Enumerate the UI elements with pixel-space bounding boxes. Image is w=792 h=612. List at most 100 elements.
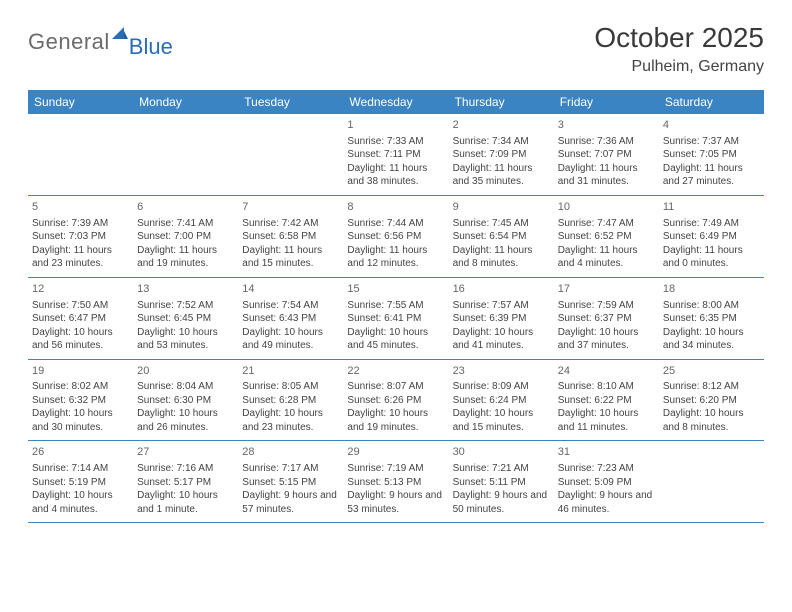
sunset-text: Sunset: 7:05 PM [663,148,760,162]
day-number: 2 [453,118,550,133]
sunrise-text: Sunrise: 7:16 AM [137,462,234,476]
sunset-text: Sunset: 6:22 PM [558,394,655,408]
calendar-cell: 18 Sunrise: 8:00 AMSunset: 6:35 PMDayligh… [659,278,764,359]
sunset-text: Sunset: 6:24 PM [453,394,550,408]
sunset-text: Sunset: 6:35 PM [663,312,760,326]
sunset-text: Sunset: 6:49 PM [663,230,760,244]
calendar-week-row: 19Sunrise: 8:02 AMSunset: 6:32 PMDayligh… [28,360,764,442]
day-header-cell: Monday [133,90,238,114]
calendar-cell: 19Sunrise: 8:02 AMSunset: 6:32 PMDayligh… [28,360,133,441]
day-number: 23 [453,364,550,379]
calendar-cell-empty [28,114,133,195]
calendar-cell: 22Sunrise: 8:07 AMSunset: 6:26 PMDayligh… [343,360,448,441]
sunset-text: Sunset: 6:52 PM [558,230,655,244]
daylight-text: Daylight: 10 hours and 4 minutes. [32,489,129,516]
sunset-text: Sunset: 6:37 PM [558,312,655,326]
daylight-text: Daylight: 11 hours and 12 minutes. [347,244,444,271]
day-number: 24 [558,364,655,379]
sunrise-text: Sunrise: 7:55 AM [347,299,444,313]
day-number: 10 [558,200,655,215]
daylight-text: Daylight: 10 hours and 34 minutes. [663,326,760,353]
sunset-text: Sunset: 6:26 PM [347,394,444,408]
calendar-cell: 3Sunrise: 7:36 AMSunset: 7:07 PMDaylight… [554,114,659,195]
daylight-text: Daylight: 10 hours and 1 minute. [137,489,234,516]
day-number: 17 [558,282,655,297]
calendar-cell: 20Sunrise: 8:04 AMSunset: 6:30 PMDayligh… [133,360,238,441]
logo-blue-wrap: Blue [110,26,173,58]
calendar-week-row: 12Sunrise: 7:50 AMSunset: 6:47 PMDayligh… [28,278,764,360]
sunset-text: Sunset: 6:45 PM [137,312,234,326]
calendar-cell: 15Sunrise: 7:55 AMSunset: 6:41 PMDayligh… [343,278,448,359]
daylight-text: Daylight: 11 hours and 0 minutes. [663,244,760,271]
sunrise-text: Sunrise: 7:21 AM [453,462,550,476]
sunrise-text: Sunrise: 7:36 AM [558,135,655,149]
calendar-cell: 4Sunrise: 7:37 AMSunset: 7:05 PMDaylight… [659,114,764,195]
day-number: 22 [347,364,444,379]
daylight-text: Daylight: 9 hours and 46 minutes. [558,489,655,516]
calendar-cell: 29Sunrise: 7:19 AMSunset: 5:13 PMDayligh… [343,441,448,522]
header: General Blue October 2025 Pulheim, Germa… [28,22,764,76]
title-block: October 2025 Pulheim, Germany [594,22,764,76]
calendar-cell: 30Sunrise: 7:21 AMSunset: 5:11 PMDayligh… [449,441,554,522]
sunset-text: Sunset: 5:19 PM [32,476,129,490]
daylight-text: Daylight: 11 hours and 8 minutes. [453,244,550,271]
day-number: 18 [663,282,760,297]
day-number: 14 [242,282,339,297]
day-number: 11 [663,200,760,215]
sunset-text: Sunset: 7:00 PM [137,230,234,244]
sunrise-text: Sunrise: 8:10 AM [558,380,655,394]
calendar-week-row: 1Sunrise: 7:33 AMSunset: 7:11 PMDaylight… [28,114,764,196]
sunset-text: Sunset: 7:03 PM [32,230,129,244]
day-number: 15 [347,282,444,297]
daylight-text: Daylight: 11 hours and 4 minutes. [558,244,655,271]
day-header-cell: Thursday [449,90,554,114]
day-number: 27 [137,445,234,460]
daylight-text: Daylight: 11 hours and 31 minutes. [558,162,655,189]
calendar-cell-empty [238,114,343,195]
daylight-text: Daylight: 11 hours and 38 minutes. [347,162,444,189]
sunrise-text: Sunrise: 7:52 AM [137,299,234,313]
sunrise-text: Sunrise: 7:41 AM [137,217,234,231]
sunset-text: Sunset: 6:30 PM [137,394,234,408]
day-number: 28 [242,445,339,460]
sunset-text: Sunset: 6:28 PM [242,394,339,408]
sunset-text: Sunset: 6:54 PM [453,230,550,244]
sunset-text: Sunset: 7:07 PM [558,148,655,162]
day-number: 29 [347,445,444,460]
day-number: 12 [32,282,129,297]
sunrise-text: Sunrise: 8:05 AM [242,380,339,394]
title-location: Pulheim, Germany [594,58,764,76]
day-header-cell: Tuesday [238,90,343,114]
sunrise-text: Sunrise: 7:45 AM [453,217,550,231]
calendar-cell: 10Sunrise: 7:47 AMSunset: 6:52 PMDayligh… [554,196,659,277]
sunrise-text: Sunrise: 8:00 AM [663,299,760,313]
calendar-week-row: 26Sunrise: 7:14 AMSunset: 5:19 PMDayligh… [28,441,764,523]
daylight-text: Daylight: 10 hours and 8 minutes. [663,407,760,434]
day-number: 9 [453,200,550,215]
daylight-text: Daylight: 10 hours and 37 minutes. [558,326,655,353]
daylight-text: Daylight: 10 hours and 15 minutes. [453,407,550,434]
sunrise-text: Sunrise: 7:57 AM [453,299,550,313]
calendar-cell: 23Sunrise: 8:09 AMSunset: 6:24 PMDayligh… [449,360,554,441]
calendar-week-row: 5Sunrise: 7:39 AMSunset: 7:03 PMDaylight… [28,196,764,278]
daylight-text: Daylight: 10 hours and 19 minutes. [347,407,444,434]
calendar-cell-empty [659,441,764,522]
day-number: 21 [242,364,339,379]
logo: General Blue [28,26,173,58]
sunset-text: Sunset: 7:09 PM [453,148,550,162]
calendar-cell: 13Sunrise: 7:52 AMSunset: 6:45 PMDayligh… [133,278,238,359]
day-number: 7 [242,200,339,215]
sunrise-text: Sunrise: 7:39 AM [32,217,129,231]
sunset-text: Sunset: 5:09 PM [558,476,655,490]
calendar-cell: 1Sunrise: 7:33 AMSunset: 7:11 PMDaylight… [343,114,448,195]
daylight-text: Daylight: 10 hours and 30 minutes. [32,407,129,434]
sunrise-text: Sunrise: 7:19 AM [347,462,444,476]
sunset-text: Sunset: 6:41 PM [347,312,444,326]
daylight-text: Daylight: 9 hours and 57 minutes. [242,489,339,516]
daylight-text: Daylight: 11 hours and 19 minutes. [137,244,234,271]
daylight-text: Daylight: 9 hours and 53 minutes. [347,489,444,516]
sunset-text: Sunset: 6:20 PM [663,394,760,408]
calendar-cell: 6Sunrise: 7:41 AMSunset: 7:00 PMDaylight… [133,196,238,277]
day-header-cell: Saturday [659,90,764,114]
calendar-cell: 7Sunrise: 7:42 AMSunset: 6:58 PMDaylight… [238,196,343,277]
